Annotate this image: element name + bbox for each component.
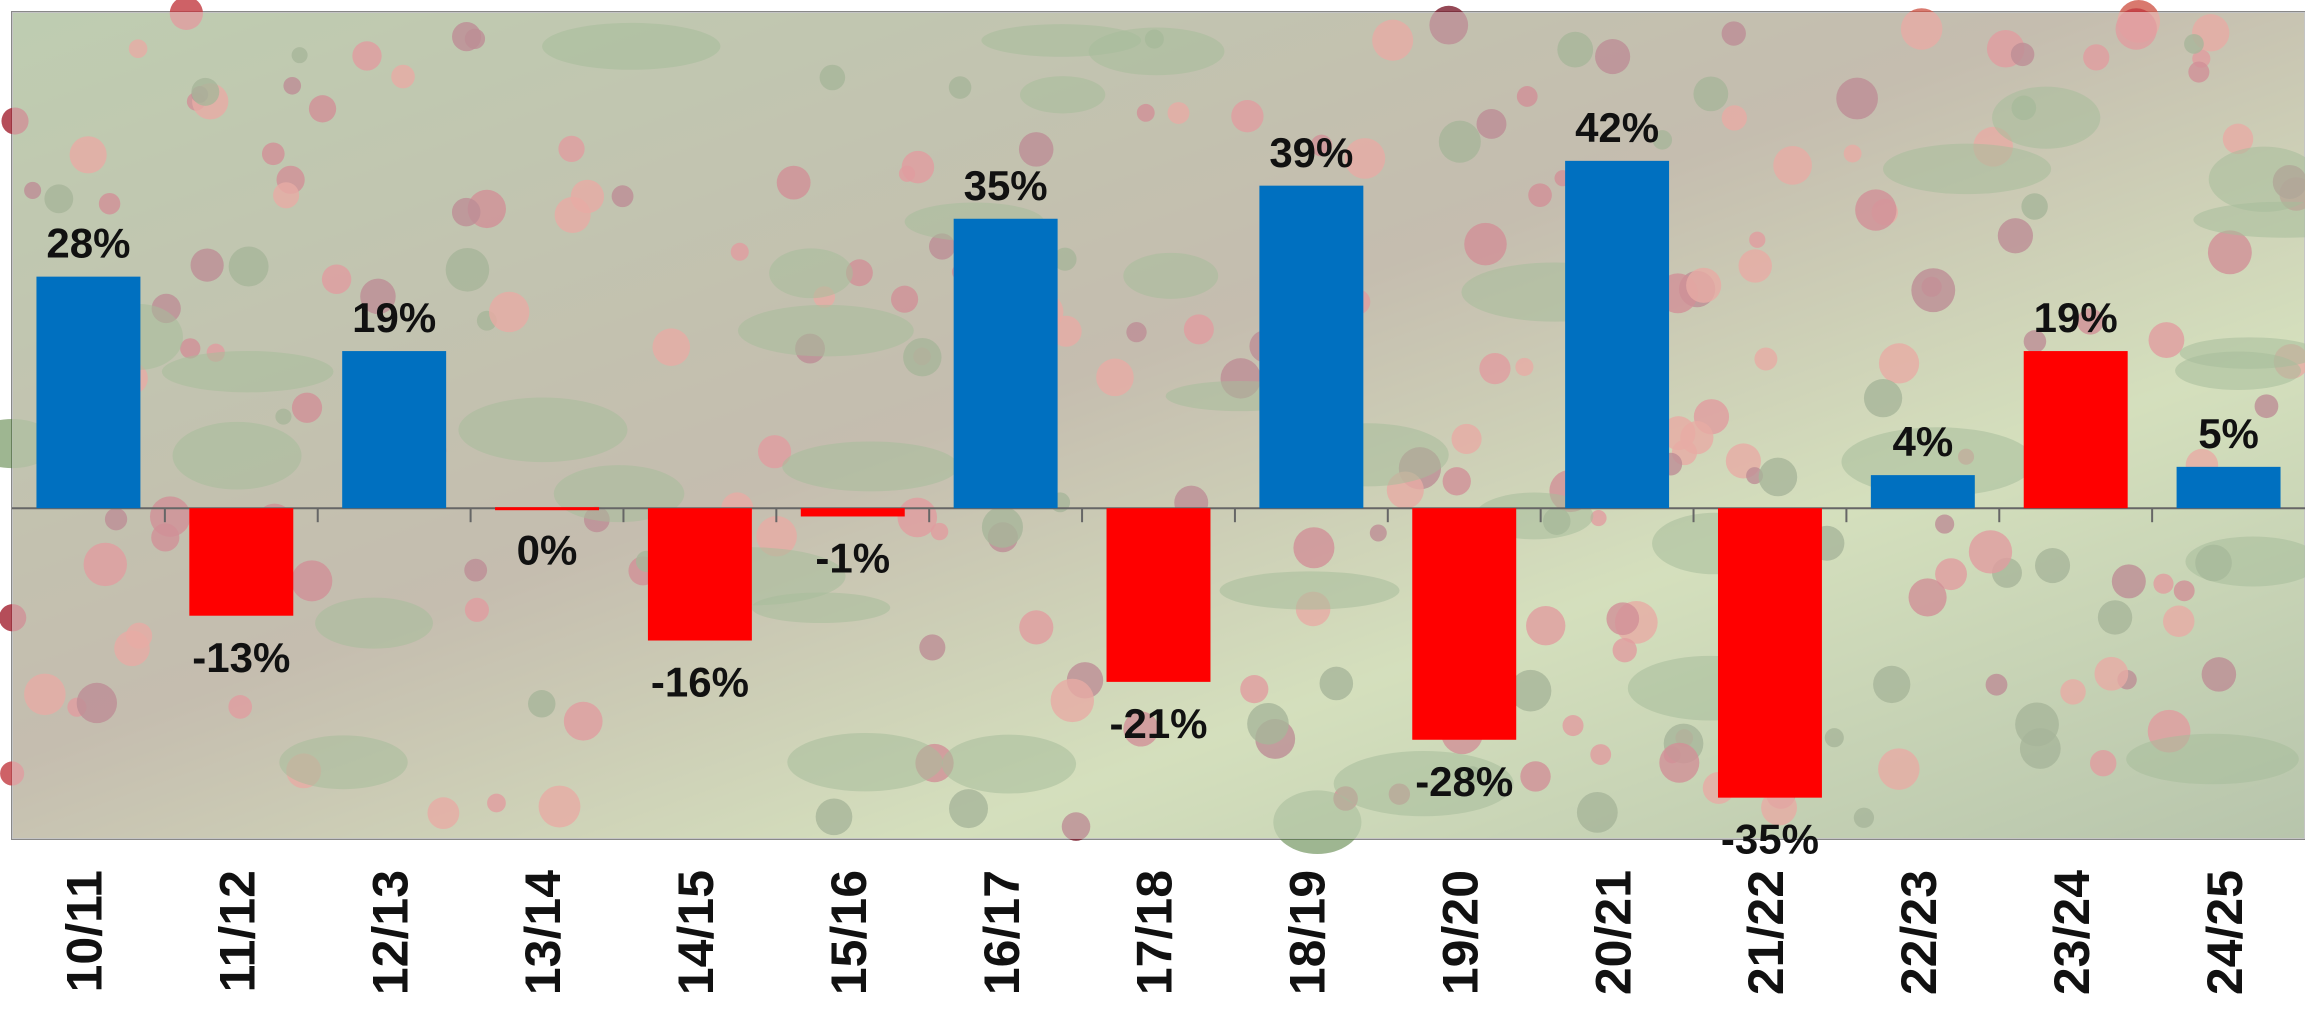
- x-tick-label: 21/22: [1738, 870, 1794, 995]
- bar: [495, 507, 599, 510]
- data-label: 19%: [352, 294, 436, 341]
- bar: [1565, 161, 1669, 508]
- bar: [1259, 186, 1363, 509]
- bar: [1412, 508, 1516, 740]
- data-label: 39%: [1269, 129, 1353, 176]
- data-label: 19%: [2034, 294, 2118, 341]
- data-label: 28%: [46, 220, 130, 267]
- x-tick-label: 20/21: [1585, 870, 1641, 995]
- x-tick-label: 23/24: [2044, 870, 2100, 995]
- x-tick-label: 13/14: [515, 870, 571, 995]
- data-label: -13%: [192, 634, 290, 681]
- data-label: -21%: [1109, 700, 1207, 747]
- data-label: -16%: [651, 659, 749, 706]
- chart: 28% -13% 19% 0% -16% -1% 35% -21% 39% -28% 42% -35%…: [0, 0, 2305, 1021]
- bar: [2024, 351, 2128, 508]
- bar: [1107, 508, 1211, 682]
- bar: [342, 351, 446, 508]
- data-label: -35%: [1721, 816, 1819, 863]
- data-label: 5%: [2198, 410, 2259, 457]
- bar: [1718, 508, 1822, 797]
- data-label: 42%: [1575, 104, 1659, 151]
- x-tick-label: 17/18: [1127, 870, 1183, 995]
- x-tick-label: 11/12: [210, 870, 266, 992]
- bar: [2177, 467, 2281, 508]
- data-label: 35%: [964, 162, 1048, 209]
- x-tick-label: 18/19: [1280, 870, 1336, 995]
- bar: [648, 508, 752, 640]
- bar: [36, 277, 140, 509]
- x-tick-label: 14/15: [668, 870, 724, 995]
- x-tick-label: 10/11: [57, 870, 113, 992]
- data-label: 0%: [517, 526, 578, 573]
- x-tick-label: 22/23: [1891, 870, 1947, 995]
- data-label: 4%: [1892, 418, 1953, 465]
- data-label: -28%: [1415, 758, 1513, 805]
- bar: [189, 508, 293, 616]
- bar: [1871, 475, 1975, 508]
- x-tick-label: 24/25: [2197, 870, 2253, 995]
- x-tick-label: 15/16: [821, 870, 877, 995]
- bar: [954, 219, 1058, 508]
- data-label: -1%: [815, 535, 890, 582]
- x-tick-label: 12/13: [362, 870, 418, 995]
- x-tick-label: 16/17: [974, 870, 1030, 995]
- page: {"chart_data": {"type": "bar", "categori…: [0, 0, 2305, 1021]
- bar: [801, 508, 905, 516]
- x-tick-label: 19/20: [1432, 870, 1488, 995]
